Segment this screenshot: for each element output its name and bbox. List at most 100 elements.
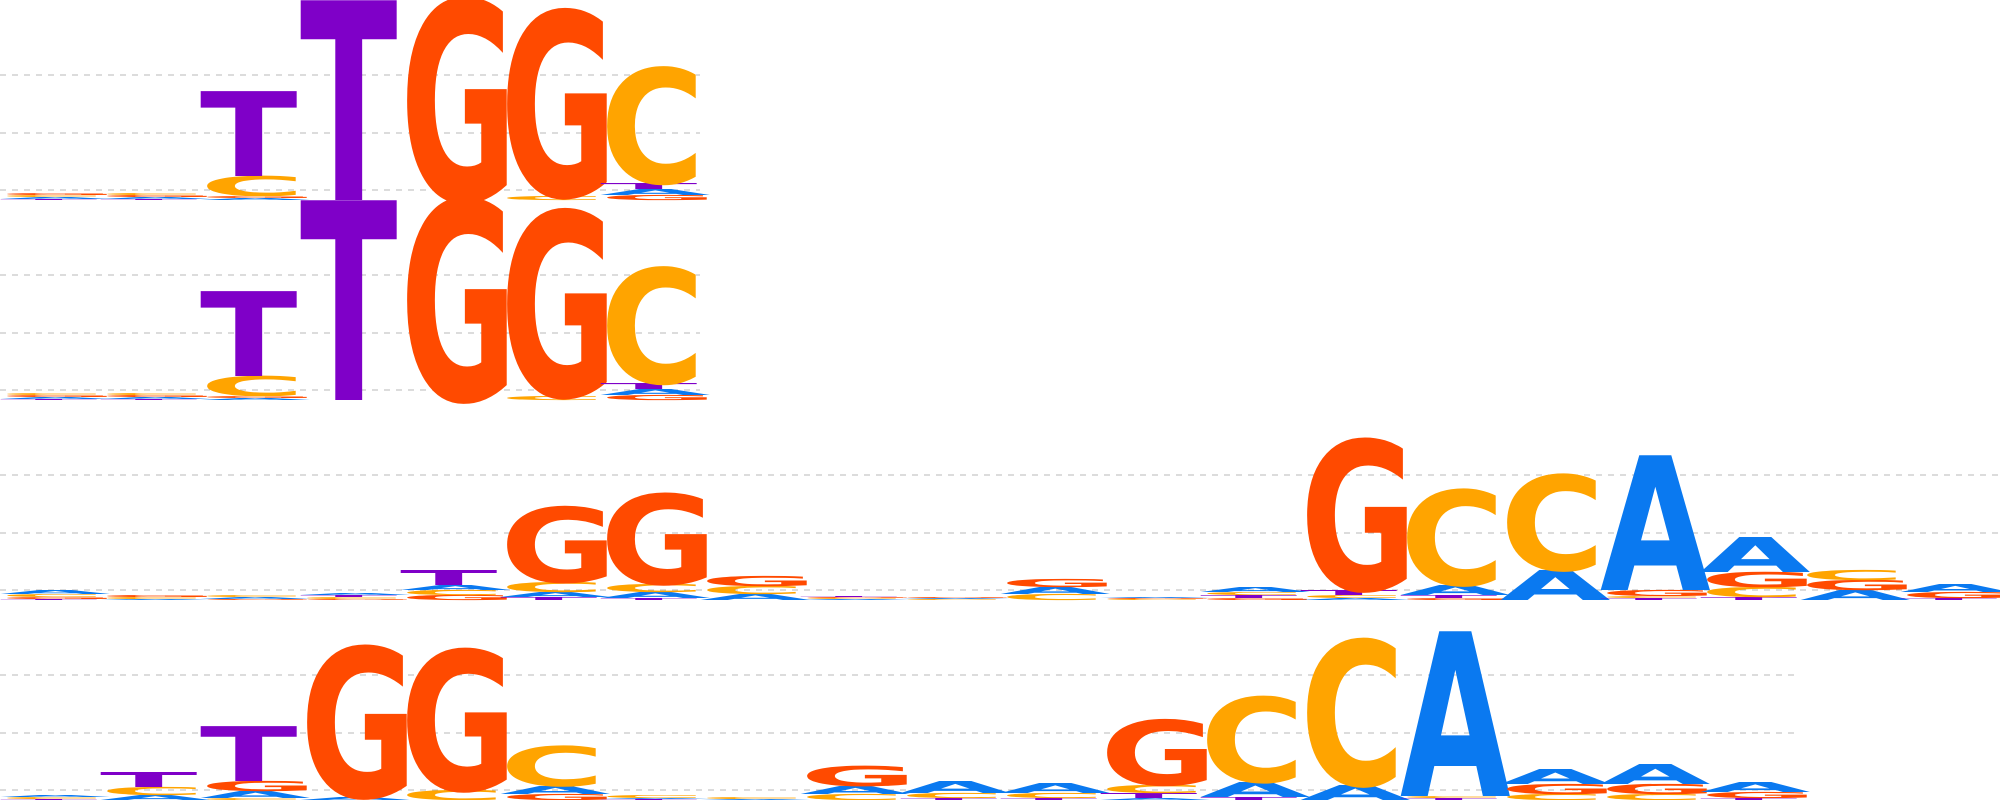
logo-letter-A: A [300,796,411,800]
logo-letter-G: G [1100,703,1217,800]
logo-letter-C: C [600,582,705,595]
logo-letter-T: T [100,768,198,792]
logo-letter-A: A [0,196,111,199]
logo-letter-A: A [1100,597,1211,599]
logo-letter-A: A [1400,587,1511,800]
logo-letter-G: G [1300,400,1417,639]
logo-letter-A: A [1400,582,1511,598]
logo-letter-C: C [1500,792,1605,800]
logo-letter-G: G [0,394,117,397]
logo-letter-C: C [1400,795,1505,798]
logo-letter-T: T [0,399,98,401]
logo-letter-A: A [200,789,311,800]
logo-letter-A: A [1500,562,1611,610]
logo-letter-C: C [0,392,105,395]
logo-letter-C: C [500,735,605,799]
logo-letter-T: T [100,199,198,201]
logo-letter-G: G [1700,568,1817,592]
logo-letter-G: G [1200,597,1317,600]
logo-letter-G: G [1500,781,1617,797]
logo-letter-A: A [700,799,811,800]
logo-letter-C: C [1100,599,1205,601]
logo-letter-C: C [0,194,105,197]
logo-letter-T: T [900,797,998,800]
logo-letter-C: C [1400,465,1505,616]
logo-letter-C: C [700,796,805,799]
logo-letter-A: A [0,794,111,797]
logo-letter-G: G [600,470,717,613]
logo-letter-C: C [100,192,205,195]
logo-letter-T: T [1200,594,1298,599]
logo-letter-A: A [200,197,311,200]
logo-letter-A: A [1500,765,1611,789]
logo-letter-G: G [400,0,517,265]
logo-letter-A: A [1900,582,2000,595]
logo-letter-G: G [800,597,917,599]
logo-letter-T: T [200,711,298,799]
logo-letter-G: G [400,612,517,800]
logo-letter-G: G [1100,598,1217,600]
logo-letter-C: C [1000,792,1105,800]
logo-letter-T: T [1200,796,1298,800]
logo-letter-G: G [600,194,717,202]
logo-letter-G: G [700,573,817,589]
logo-letter-C: C [300,596,405,599]
logo-letter-C: C [1100,783,1205,796]
logo-letter-T: T [200,68,298,204]
logo-letter-A: A [1300,781,1411,800]
logo-letter-G: G [400,594,517,602]
logo-letter-C: C [900,792,1005,800]
logo-letter-C: C [1600,792,1705,800]
logo-letter-G: G [1600,588,1717,598]
logo-letter-A: A [1700,528,1811,584]
logo-letter-A: A [200,596,311,599]
logo-letter-A: A [900,598,1011,600]
logo-letter-T: T [0,799,98,800]
logo-letter-C: C [500,395,605,401]
logo-letter-T: T [1000,797,1098,800]
logo-letter-A: A [1000,780,1111,796]
logo-letter-C: C [800,792,905,800]
logo-letter-C: C [600,237,705,420]
logo-letter-T: T [600,381,697,391]
logo-letter-C: C [1800,567,1905,583]
logo-letter-C: C [1300,594,1405,599]
logo-letter-C: C [1600,595,1705,598]
logo-letter-A: A [200,397,311,400]
logo-letter-T: T [400,566,498,590]
logo-letter-T: T [600,597,698,600]
logo-letter-A: A [1200,586,1311,594]
logo-letter-C: C [1200,591,1305,596]
logo-letter-C: C [1000,592,1105,602]
logo-letter-G: G [800,761,917,793]
logo-letter-T: T [300,594,398,597]
logo-letter-G: G [100,194,217,197]
logo-letter-C: C [200,594,305,597]
logo-letter-A: A [600,187,711,197]
logo-letter-T: T [1700,596,1798,601]
logo-letter-T: T [300,145,397,465]
logo-letter-T: T [1700,797,1798,800]
logo-letter-A: A [600,798,711,800]
logo-letter-G: G [1600,781,1717,797]
logo-letter-G: G [500,792,617,800]
logo-letter-C: C [200,797,305,800]
logo-letter-G: G [200,778,317,794]
logo-letter-C: C [100,785,205,798]
logo-letter-A: A [0,396,111,399]
logo-letter-T: T [1400,594,1498,599]
logo-letter-A: A [100,794,211,800]
logo-letter-G: G [1000,577,1117,590]
logo-letter-C: C [100,392,205,395]
logo-letter-A: A [500,591,611,599]
logo-letter-G: G [1700,790,1817,800]
logo-letter-T: T [0,599,98,601]
logo-letter-T: T [1100,792,1197,800]
logo-letter-A: A [300,592,411,595]
logo-letter-T: T [1600,597,1698,600]
logo-letter-G: G [1800,577,1917,593]
logo-letter-G: G [0,192,117,195]
